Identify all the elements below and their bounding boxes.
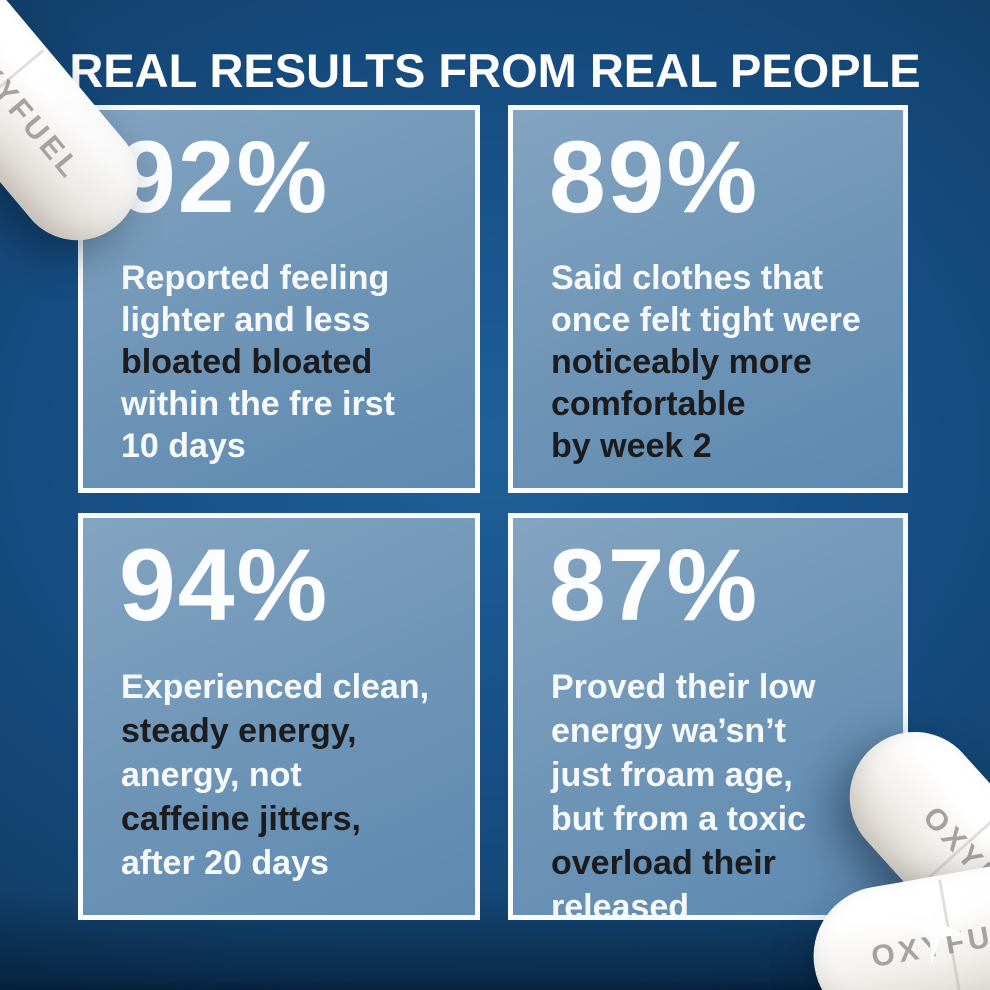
stat-line: comfortable	[551, 385, 746, 424]
stat-percent: 94%	[119, 528, 330, 642]
stat-line: steady energy,	[121, 712, 357, 751]
stat-line: just froam age,	[551, 756, 793, 795]
stat-description: Reported feeling lighter and less bloated …	[83, 231, 475, 467]
stat-card-92: 92% Reported feeling lighter and less bloa…	[78, 105, 480, 493]
stat-line: after 20 days	[121, 844, 329, 883]
stat-description: Proved their low energy wa’sn’t just froam…	[513, 639, 903, 929]
stat-percent: 89%	[549, 120, 760, 234]
stat-line: released	[551, 888, 689, 927]
stat-line: Said clothes that	[551, 259, 824, 298]
stat-card-94: 94% Experienced clean, steady energy, aner…	[78, 513, 480, 920]
stat-card-89: 89% Said clothes that once felt tight wer…	[508, 105, 908, 493]
stat-description: Said clothes that once felt tight were not…	[513, 231, 903, 467]
stat-line: anergy, not	[121, 756, 302, 795]
stat-line: energy wa’sn’t	[551, 712, 786, 751]
stat-percent: 92%	[119, 120, 330, 234]
stat-line: bloated bloated	[121, 343, 373, 382]
stat-card-87: 87% Proved their low energy wa’sn’t just f…	[508, 513, 908, 926]
stat-line: Proved their low	[551, 668, 816, 707]
page-title: REAL RESULTS FROM REAL PEOPLE	[69, 44, 921, 98]
pill-brand-label: OXYFUEL	[868, 912, 990, 975]
stat-line: but from a toxic	[551, 800, 807, 839]
stat-percent: 87%	[549, 528, 760, 642]
stat-line: once felt tight were	[551, 301, 861, 340]
stat-line: 10 days	[121, 427, 246, 466]
stat-description: Experienced clean, steady energy, anergy, …	[83, 639, 475, 885]
stat-line: Experienced clean,	[121, 668, 430, 707]
stat-line: caffeine jitters,	[121, 800, 361, 839]
stat-line: Reported feeling	[121, 259, 390, 298]
stat-line: overload their	[551, 844, 776, 883]
stat-line: by week 2	[551, 427, 712, 466]
stat-line: lighter and less	[121, 301, 371, 340]
stat-line: within the fre irst	[121, 385, 395, 424]
stat-line: noticeably more	[551, 343, 812, 382]
